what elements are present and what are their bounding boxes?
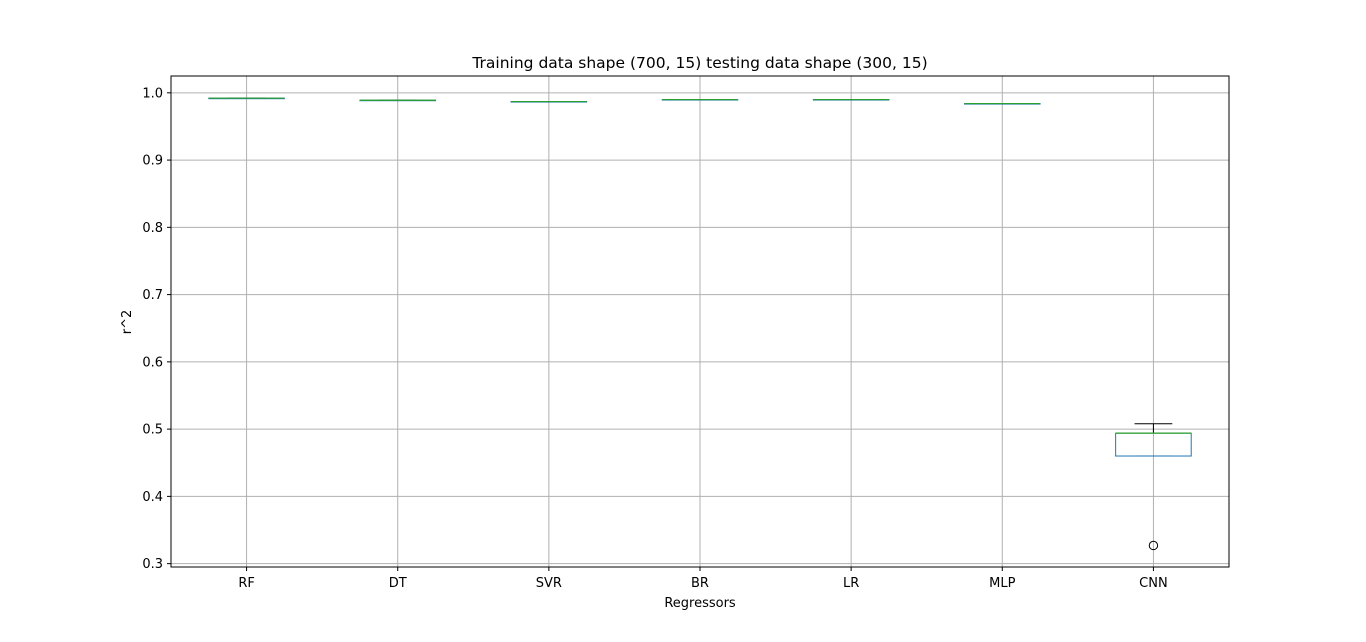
chart-title: Training data shape (700, 15) testing da…: [471, 54, 927, 72]
x-tick-label: CNN: [1139, 576, 1168, 591]
outlier-point: [1148, 540, 1159, 551]
y-axis-ticks: 0.3 0.4 0.5 0.6 0.7 0.8 0.9 1.0: [142, 86, 171, 572]
y-tick-label: 0.4: [142, 490, 163, 505]
x-tick-label: BR: [691, 576, 709, 591]
y-tick-label: 1.0: [142, 86, 163, 101]
y-tick-label: 0.7: [142, 288, 163, 303]
y-axis-label: r^2: [120, 310, 135, 335]
box-br: [661, 98, 739, 101]
y-tick-label: 0.3: [142, 557, 163, 572]
box-rf: [208, 97, 285, 100]
grid: [171, 76, 1229, 567]
y-tick-label: 0.6: [142, 355, 163, 370]
box-lr: [812, 98, 890, 101]
y-tick-label: 0.9: [142, 154, 163, 169]
x-tick-label: SVR: [536, 576, 562, 591]
box-dt: [359, 99, 436, 102]
box-cnn: [1115, 423, 1192, 551]
box-svr: [510, 100, 588, 103]
x-axis-ticks: RF DT SVR BR LR MLP CNN: [238, 567, 1168, 591]
x-axis-label: Regressors: [664, 596, 736, 611]
x-tick-label: RF: [238, 576, 255, 591]
x-tick-label: MLP: [989, 576, 1015, 591]
y-tick-label: 0.5: [142, 423, 163, 438]
x-tick-label: DT: [389, 576, 407, 591]
box-mlp: [964, 102, 1041, 105]
boxes: [208, 97, 1192, 551]
y-tick-label: 0.8: [142, 221, 163, 236]
x-tick-label: LR: [843, 576, 859, 591]
